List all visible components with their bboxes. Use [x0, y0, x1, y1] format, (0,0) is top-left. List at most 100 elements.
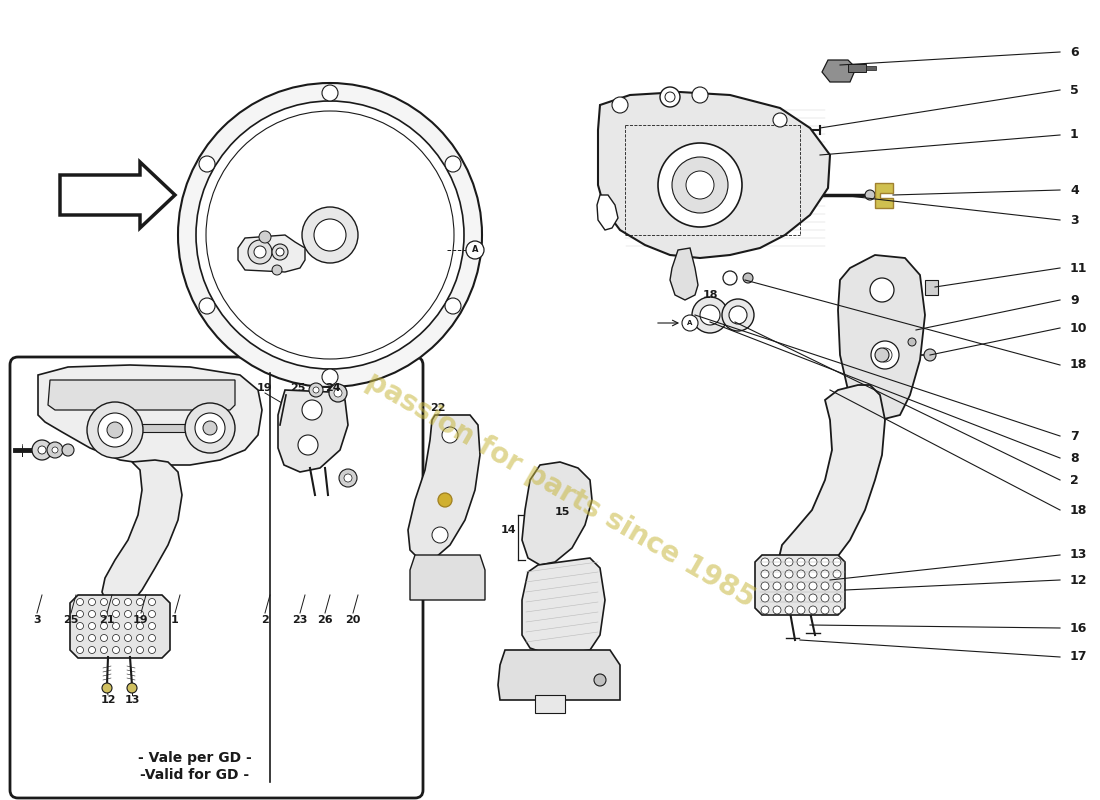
Circle shape	[773, 594, 781, 602]
Circle shape	[258, 231, 271, 243]
Circle shape	[102, 683, 112, 693]
Text: 14: 14	[500, 525, 516, 535]
Circle shape	[658, 143, 742, 227]
Circle shape	[62, 444, 74, 456]
Circle shape	[148, 598, 155, 606]
Circle shape	[248, 240, 272, 264]
Circle shape	[39, 446, 46, 454]
Text: 15: 15	[556, 507, 571, 517]
Circle shape	[924, 349, 936, 361]
Circle shape	[88, 634, 96, 642]
Circle shape	[322, 85, 338, 101]
Circle shape	[195, 413, 226, 443]
Circle shape	[808, 582, 817, 590]
Polygon shape	[597, 195, 618, 230]
Text: 3: 3	[33, 615, 41, 625]
Circle shape	[112, 646, 120, 654]
Circle shape	[466, 241, 484, 259]
Circle shape	[785, 606, 793, 614]
Circle shape	[88, 646, 96, 654]
Circle shape	[798, 594, 805, 602]
Polygon shape	[838, 255, 925, 420]
Circle shape	[302, 400, 322, 420]
Circle shape	[52, 447, 58, 453]
Circle shape	[594, 674, 606, 686]
Text: 6: 6	[1070, 46, 1079, 58]
Circle shape	[821, 582, 829, 590]
Text: A: A	[688, 320, 693, 326]
Circle shape	[871, 341, 899, 369]
Circle shape	[112, 622, 120, 630]
Circle shape	[77, 622, 84, 630]
Text: 18: 18	[702, 290, 717, 300]
Circle shape	[322, 369, 338, 385]
Circle shape	[276, 248, 284, 256]
Circle shape	[298, 435, 318, 455]
Polygon shape	[278, 390, 348, 472]
Circle shape	[148, 610, 155, 618]
Circle shape	[254, 246, 266, 258]
Circle shape	[773, 582, 781, 590]
Text: 19: 19	[257, 383, 273, 393]
Circle shape	[124, 646, 132, 654]
Circle shape	[785, 558, 793, 566]
Circle shape	[833, 606, 842, 614]
Circle shape	[821, 594, 829, 602]
Text: 25: 25	[290, 383, 306, 393]
Text: passion for parts since 1985: passion for parts since 1985	[361, 366, 759, 614]
Text: 26: 26	[317, 615, 333, 625]
Circle shape	[908, 338, 916, 346]
Circle shape	[833, 570, 842, 578]
Circle shape	[723, 271, 737, 285]
Circle shape	[88, 598, 96, 606]
Circle shape	[432, 527, 448, 543]
Text: 18: 18	[1070, 503, 1088, 517]
Circle shape	[87, 402, 143, 458]
Polygon shape	[410, 555, 485, 600]
Text: 17: 17	[1070, 650, 1088, 663]
Text: 12: 12	[1070, 574, 1088, 586]
Circle shape	[700, 305, 720, 325]
Circle shape	[785, 594, 793, 602]
Circle shape	[798, 606, 805, 614]
Circle shape	[339, 469, 358, 487]
Polygon shape	[822, 60, 856, 82]
Circle shape	[821, 570, 829, 578]
Circle shape	[199, 156, 214, 172]
Circle shape	[314, 219, 346, 251]
Circle shape	[686, 171, 714, 199]
Polygon shape	[48, 380, 235, 410]
Circle shape	[672, 157, 728, 213]
Text: 4: 4	[1070, 183, 1079, 197]
Circle shape	[309, 383, 323, 397]
Text: 7: 7	[1070, 430, 1079, 442]
Circle shape	[344, 474, 352, 482]
Circle shape	[77, 634, 84, 642]
Circle shape	[761, 558, 769, 566]
Circle shape	[682, 315, 698, 331]
Text: 9: 9	[1070, 294, 1079, 306]
Text: 24: 24	[326, 383, 341, 393]
Circle shape	[136, 598, 143, 606]
Circle shape	[785, 582, 793, 590]
Circle shape	[204, 421, 217, 435]
Circle shape	[100, 646, 108, 654]
Circle shape	[334, 389, 342, 397]
Polygon shape	[778, 385, 886, 580]
Polygon shape	[70, 595, 170, 658]
Text: -Valid for GD -: -Valid for GD -	[141, 768, 250, 782]
Text: 16: 16	[1070, 622, 1088, 634]
Circle shape	[77, 598, 84, 606]
Text: A: A	[472, 246, 478, 254]
Circle shape	[47, 442, 63, 458]
Circle shape	[729, 306, 747, 324]
Polygon shape	[102, 460, 182, 610]
Circle shape	[124, 610, 132, 618]
Circle shape	[692, 87, 708, 103]
Polygon shape	[522, 558, 605, 655]
Circle shape	[112, 634, 120, 642]
Circle shape	[808, 558, 817, 566]
Circle shape	[329, 384, 346, 402]
Text: 20: 20	[345, 615, 361, 625]
Text: 21: 21	[99, 615, 114, 625]
